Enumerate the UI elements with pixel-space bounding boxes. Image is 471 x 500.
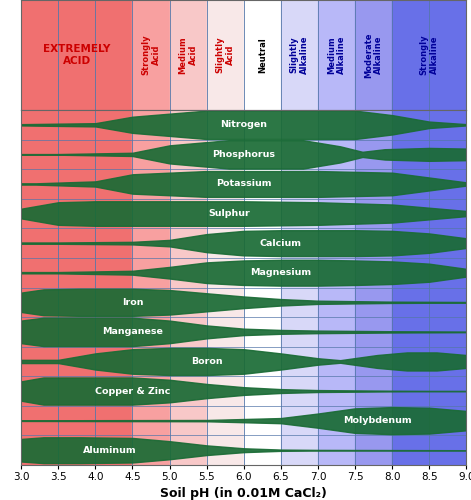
- Text: Medium
Acid: Medium Acid: [179, 36, 198, 74]
- Bar: [21, 110, 132, 465]
- Bar: [207, 0, 244, 110]
- Text: Sulphur: Sulphur: [208, 209, 250, 218]
- Text: Boron: Boron: [191, 357, 222, 366]
- Text: Neutral: Neutral: [258, 37, 267, 73]
- Bar: [170, 110, 207, 465]
- Bar: [244, 110, 281, 465]
- Bar: [207, 110, 244, 465]
- Text: Potassium: Potassium: [216, 180, 271, 188]
- Text: Molybdenum: Molybdenum: [343, 416, 412, 425]
- Text: Aluminum: Aluminum: [83, 446, 137, 454]
- Text: Iron: Iron: [122, 298, 143, 307]
- Bar: [355, 110, 392, 465]
- Text: Moderate
Alkaline: Moderate Alkaline: [364, 32, 383, 78]
- Text: Magnesium: Magnesium: [250, 268, 311, 277]
- Text: EXTREMELY
ACID: EXTREMELY ACID: [43, 44, 111, 66]
- Bar: [21, 0, 132, 110]
- Bar: [132, 0, 170, 110]
- Text: Calcium: Calcium: [260, 238, 302, 248]
- Bar: [170, 0, 207, 110]
- Text: Slightly
Alkaline: Slightly Alkaline: [290, 36, 309, 74]
- Text: Nitrogen: Nitrogen: [220, 120, 267, 130]
- Bar: [244, 0, 281, 110]
- Bar: [281, 0, 318, 110]
- Bar: [392, 0, 466, 110]
- Text: Phosphorus: Phosphorus: [212, 150, 275, 159]
- Text: Copper & Zinc: Copper & Zinc: [95, 386, 170, 396]
- Bar: [355, 0, 392, 110]
- Text: Medium
Alkaline: Medium Alkaline: [327, 36, 346, 74]
- Text: Strongly
Alkaline: Strongly Alkaline: [420, 34, 439, 76]
- Text: Strongly
Acid: Strongly Acid: [141, 34, 161, 76]
- Text: Manganese: Manganese: [102, 328, 163, 336]
- X-axis label: Soil pH (in 0.01M CaCl₂): Soil pH (in 0.01M CaCl₂): [160, 488, 327, 500]
- Bar: [392, 110, 466, 465]
- Bar: [281, 110, 318, 465]
- Bar: [132, 110, 170, 465]
- Bar: [318, 110, 355, 465]
- Text: Slightly
Acid: Slightly Acid: [216, 36, 235, 74]
- Bar: [318, 0, 355, 110]
